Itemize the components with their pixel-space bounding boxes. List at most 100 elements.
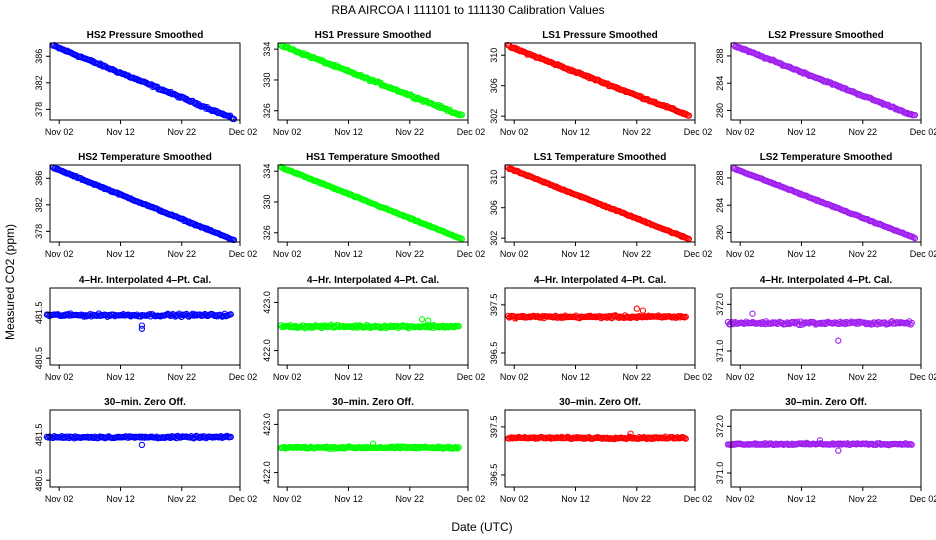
x-tick-label: Dec 02: [684, 494, 713, 504]
y-tick-label: 382: [34, 197, 44, 212]
panel-title: LS1 Temperature Smoothed: [534, 152, 667, 163]
x-tick-label: Nov 12: [787, 494, 816, 504]
data-point: [458, 111, 466, 118]
plot-frame: [277, 164, 469, 243]
x-tick-label: Nov 02: [726, 372, 755, 382]
y-tick-label: 397.5: [489, 294, 499, 317]
x-tick-label: Dec 02: [229, 372, 258, 382]
data-point: [307, 324, 315, 331]
panel-title: 30–min. Zero Off.: [785, 397, 867, 408]
panel-title: HS2 Pressure Smoothed: [87, 30, 204, 41]
x-tick-label: Dec 02: [684, 249, 713, 259]
panel-7: LS1 Temperature Smoothed Nov 02 Nov 12 Nov …: [489, 152, 712, 259]
x-tick-label: Nov 22: [396, 249, 425, 259]
data-point-outlier: [835, 337, 842, 344]
data-points: [504, 41, 693, 119]
panel-4: LS2 Pressure Smoothed Nov 02 Nov 12 Nov 22 D…: [715, 30, 936, 137]
data-points: [730, 165, 919, 242]
y-tick-label: 481.5: [34, 424, 44, 447]
panel-3: LS1 Pressure Smoothed Nov 02 Nov 12 Nov 22 D…: [489, 30, 712, 137]
y-tick-label: 306: [489, 78, 499, 93]
plot-frame: [504, 287, 696, 366]
panel-title: LS2 Pressure Smoothed: [768, 30, 884, 41]
x-tick-label: Nov 02: [500, 372, 529, 382]
x-tick-label: Nov 22: [168, 494, 197, 504]
plot-frame: [49, 164, 241, 243]
panel-2: HS1 Pressure Smoothed Nov 02 Nov 12 Nov 22 D…: [262, 30, 485, 137]
plot-frame: [504, 164, 696, 243]
data-point-outlier: [369, 440, 377, 447]
data-points: [277, 316, 462, 332]
y-tick-label: 310: [489, 170, 499, 185]
panel-12: 4–Hr. Interpolated 4–Pt. Cal. Nov 02 Nov 1…: [715, 275, 936, 382]
panel-title: 4–Hr. Interpolated 4–Pt. Cal.: [534, 275, 666, 286]
x-tick-label: Nov 22: [623, 249, 652, 259]
plot-frame: [730, 164, 922, 243]
x-tick-label: Nov 02: [273, 127, 302, 137]
x-tick-label: Nov 22: [168, 249, 197, 259]
y-tick-label: 372.0: [715, 293, 725, 316]
x-tick-label: Nov 02: [45, 249, 74, 259]
panel-14: 30–min. Zero Off. Nov 02 Nov 12 Nov 22 Dec 0…: [262, 397, 485, 504]
data-point-outlier: [138, 325, 146, 332]
x-tick-label: Nov 22: [396, 372, 425, 382]
data-point-outlier: [749, 310, 756, 317]
x-tick-label: Dec 02: [457, 494, 486, 504]
panel-title: HS1 Pressure Smoothed: [315, 30, 432, 41]
data-point-outlier: [816, 437, 824, 444]
x-tick-label: Nov 12: [561, 127, 590, 137]
x-tick-label: Nov 22: [623, 494, 652, 504]
y-tick-label: 480.5: [34, 347, 44, 370]
y-tick-label: 280: [715, 103, 725, 118]
panel-title: HS1 Temperature Smoothed: [306, 152, 440, 163]
data-point: [455, 323, 462, 330]
x-tick-label: Nov 22: [168, 127, 197, 137]
data-points: [43, 310, 234, 332]
data-point-outlier: [639, 307, 647, 314]
data-point: [230, 115, 238, 123]
y-tick-label: 326: [262, 225, 272, 240]
panel-9: 4–Hr. Interpolated 4–Pt. Cal. Nov 02 Nov 1…: [34, 275, 257, 382]
data-points: [730, 42, 919, 119]
data-points: [277, 42, 466, 119]
data-point-outlier: [138, 322, 146, 329]
y-tick-label: 288: [715, 48, 725, 63]
x-tick-label: Nov 02: [726, 249, 755, 259]
x-tick-label: Dec 02: [910, 249, 936, 259]
panel-title: 30–min. Zero Off.: [104, 397, 186, 408]
plot-frame: [730, 42, 922, 121]
data-points: [504, 164, 693, 243]
panel-10: 4–Hr. Interpolated 4–Pt. Cal. Nov 02 Nov 1…: [262, 275, 485, 382]
x-tick-label: Dec 02: [684, 127, 713, 137]
x-tick-label: Dec 02: [229, 494, 258, 504]
panel-11: 4–Hr. Interpolated 4–Pt. Cal. Nov 02 Nov 1…: [489, 275, 712, 382]
panel-title: LS2 Temperature Smoothed: [760, 152, 893, 163]
x-tick-label: Nov 02: [45, 494, 74, 504]
x-tick-label: Nov 12: [561, 249, 590, 259]
x-tick-label: Nov 12: [334, 127, 363, 137]
x-tick-label: Dec 02: [910, 127, 936, 137]
x-tick-label: Nov 02: [500, 127, 529, 137]
panel-title: HS2 Temperature Smoothed: [78, 152, 212, 163]
data-point: [908, 319, 915, 327]
x-tick-label: Dec 02: [457, 372, 486, 382]
y-tick-label: 481.5: [34, 302, 44, 325]
data-point: [882, 101, 889, 108]
plot-frame: [277, 42, 469, 121]
data-point-outlier: [633, 305, 640, 312]
x-tick-label: Nov 22: [396, 127, 425, 137]
x-tick-label: Nov 02: [273, 249, 302, 259]
x-tick-label: Nov 12: [106, 249, 135, 259]
data-point: [342, 66, 349, 73]
panel-title: 4–Hr. Interpolated 4–Pt. Cal.: [307, 275, 439, 286]
data-points: [49, 42, 238, 123]
x-tick-label: Nov 12: [106, 494, 135, 504]
data-point: [908, 441, 915, 448]
x-axis-label: Date (UTC): [451, 520, 512, 534]
y-tick-label: 310: [489, 48, 499, 63]
x-tick-label: Nov 12: [334, 372, 363, 382]
data-points: [504, 430, 689, 443]
y-tick-label: 396.5: [489, 464, 499, 487]
data-point: [454, 445, 461, 452]
